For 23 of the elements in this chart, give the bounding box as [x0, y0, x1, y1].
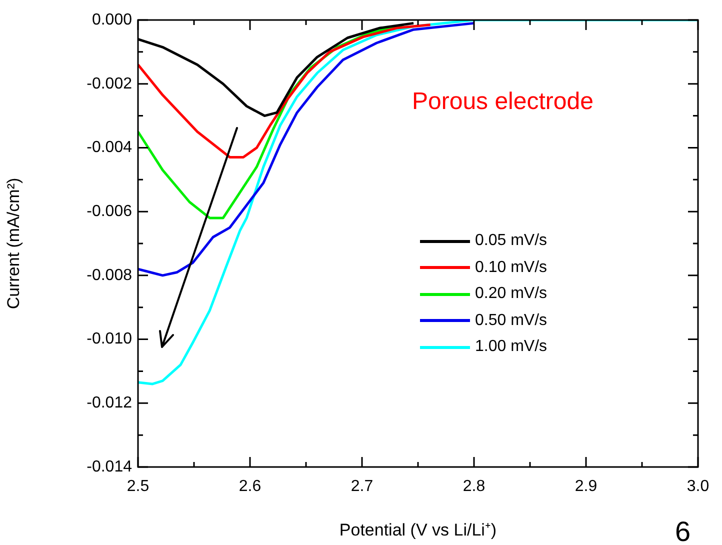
x-tick-label: 2.8	[462, 478, 486, 496]
legend-label: 0.50 mV/s	[475, 310, 548, 330]
y-tick-label: -0.012	[86, 394, 132, 412]
y-axis-title: Current (mA/cm²)	[4, 178, 23, 310]
y-tick-label: 0.000	[92, 11, 132, 28]
y-tick-label: -0.004	[86, 139, 132, 156]
text: 6	[675, 516, 691, 545]
x-tick-label: 2.9	[574, 478, 598, 496]
x-tick-label: 2.5	[126, 478, 150, 496]
annotation: Porous electrode	[412, 88, 594, 116]
x-tick-label: 2.6	[238, 478, 262, 496]
y-tick-label: -0.014	[86, 458, 132, 476]
y-tick-label: -0.006	[86, 202, 132, 220]
y-tick-label: -0.010	[86, 330, 132, 348]
legend-label: 0.20 mV/s	[475, 284, 548, 304]
legend-label: 0.10 mV/s	[475, 258, 548, 278]
legend-label: 0.05 mV/s	[475, 231, 548, 251]
x-tick-label: 2.7	[350, 478, 374, 496]
x-axis-title: Potential (V vs Li/Li⁺)	[339, 520, 497, 540]
y-tick-label: -0.002	[86, 75, 132, 92]
x-tick-label: 3.0	[686, 478, 710, 496]
legend-label: 1.00 mV/s	[475, 337, 548, 357]
y-tick-label: -0.008	[86, 266, 132, 284]
